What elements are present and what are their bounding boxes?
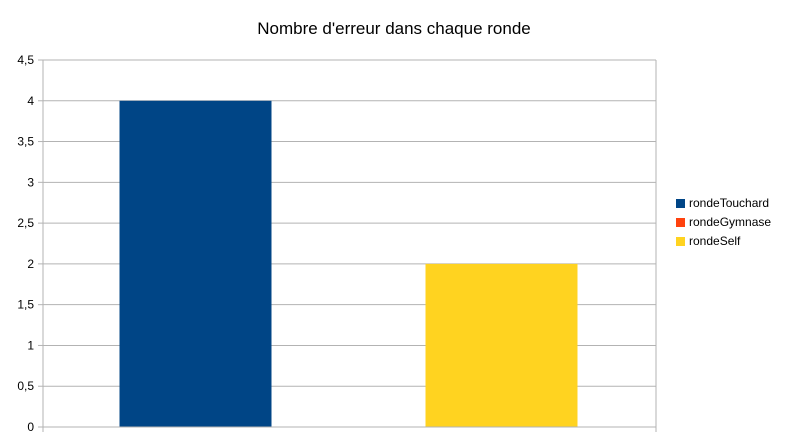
bar-rondeSelf	[425, 263, 578, 427]
y-tick-label: 4,5	[17, 53, 34, 67]
bar-rondeTouchard	[119, 100, 272, 428]
y-tick-labels: 0 0,5 1 1,5 2 2,5 3 3,5 4 4,5	[17, 53, 34, 434]
legend-swatch-rondeSelf	[676, 237, 685, 246]
axes	[42, 60, 657, 432]
y-tick-label: 2,5	[17, 216, 34, 230]
y-tick-label: 4	[27, 94, 34, 108]
y-tick-label: 2	[27, 257, 34, 271]
legend-label-rondeSelf: rondeSelf	[689, 234, 741, 248]
bars	[119, 100, 578, 428]
y-tick-label: 0,5	[17, 379, 34, 393]
y-tick-label: 1,5	[17, 298, 34, 312]
legend-swatch-rondeGymnase	[676, 218, 685, 227]
legend: rondeTouchard rondeGymnase rondeSelf	[676, 196, 771, 248]
y-tick-label: 0	[27, 420, 34, 434]
legend-label-rondeTouchard: rondeTouchard	[689, 196, 769, 210]
legend-label-rondeGymnase: rondeGymnase	[689, 215, 771, 229]
legend-swatch-rondeTouchard	[676, 199, 685, 208]
y-tick-label: 3	[27, 175, 34, 189]
chart-title: Nombre d'erreur dans chaque ronde	[257, 19, 531, 38]
y-tick-label: 1	[27, 338, 34, 352]
y-tick-label: 3,5	[17, 135, 34, 149]
